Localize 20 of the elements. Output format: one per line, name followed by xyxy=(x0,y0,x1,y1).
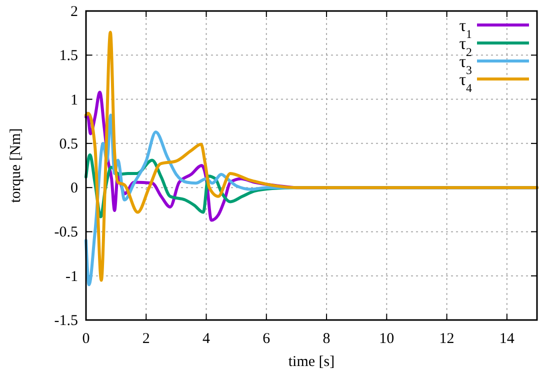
x-tick-label: 12 xyxy=(439,331,454,347)
x-tick-label: 6 xyxy=(262,331,271,347)
y-tick-label: 1.5 xyxy=(59,48,78,64)
legend-label: τ$_{1}$ xyxy=(459,16,472,41)
y-tick-label: 0 xyxy=(70,180,78,197)
x-tick-label: 14 xyxy=(499,331,515,347)
y-tick-label: -0.5 xyxy=(54,224,78,241)
y-tick-label: -1.5 xyxy=(54,313,78,329)
line-series xyxy=(84,30,538,282)
x-tick-label: 4 xyxy=(202,331,211,347)
x-tick-label: 10 xyxy=(379,331,394,347)
y-tick-label: 1 xyxy=(70,92,78,108)
x-axis-title: time [s] xyxy=(288,354,335,370)
x-tick-label: 0 xyxy=(82,331,90,347)
y-tick-label: 0.5 xyxy=(59,136,78,152)
y-tick-label: 2 xyxy=(70,4,78,20)
y-tick-label: -1 xyxy=(66,268,78,285)
x-tick-label: 8 xyxy=(322,331,330,347)
y-axis-title: torque [Nm] xyxy=(8,128,24,203)
x-tick-label: 2 xyxy=(142,331,150,347)
